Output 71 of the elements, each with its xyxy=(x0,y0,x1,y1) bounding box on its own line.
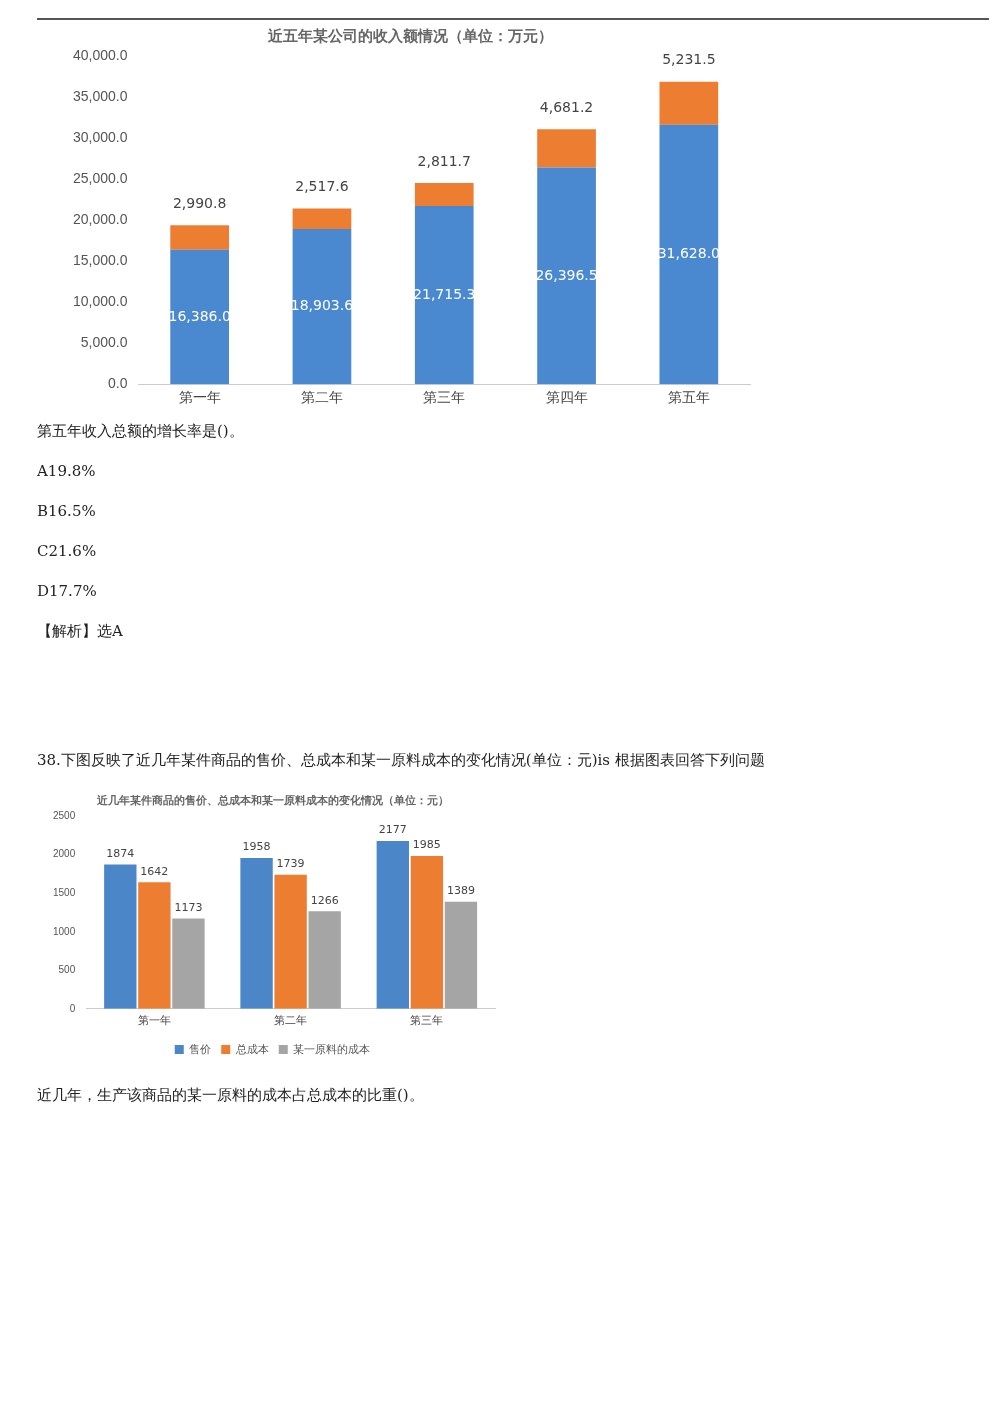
bar xyxy=(170,225,229,250)
text: 38.下图反映了近几年某件商品的售价、总成本和某一原料成本的变化情况(单位：元)is 根据图表回答下列问题 xyxy=(37,750,766,770)
bar xyxy=(292,229,352,385)
data-label: 1642 xyxy=(140,864,169,878)
chart-title: 近几年某件商品的售价、总成本和某一原料成本的变化情况（单位：元） xyxy=(95,794,449,808)
data-label: 2,990.8 xyxy=(172,194,227,211)
y-tick-label: 0 xyxy=(69,1002,76,1014)
x-tick-label: 第一年 xyxy=(137,1014,171,1027)
y-tick-label: 40,000.0 xyxy=(73,46,128,63)
y-tick-label: 5,000.0 xyxy=(80,334,128,351)
x-tick-label: 第四年 xyxy=(545,389,588,406)
bar xyxy=(170,249,229,385)
data-label: 1389 xyxy=(446,884,475,898)
bar xyxy=(414,206,474,385)
text: D17.7% xyxy=(37,581,98,601)
bar xyxy=(104,864,137,1009)
data-label: 5,231.5 xyxy=(662,51,716,68)
bar xyxy=(376,841,409,1009)
data-label: 2,517.6 xyxy=(295,178,349,195)
data-label: 2177 xyxy=(378,823,407,837)
y-tick-label: 15,000.0 xyxy=(73,251,128,268)
data-label: 1173 xyxy=(174,900,203,914)
data-label: 26,396.5 xyxy=(535,266,598,283)
y-tick-label: 10,000.0 xyxy=(73,293,128,310)
bar xyxy=(138,882,171,1009)
y-tick-label: 2000 xyxy=(53,848,76,860)
data-label: 2,811.7 xyxy=(417,152,471,169)
x-tick-label: 第一年 xyxy=(178,389,221,406)
bar xyxy=(308,911,341,1009)
y-tick-label: 30,000.0 xyxy=(73,128,128,145)
bar xyxy=(444,901,478,1009)
text: C21.6% xyxy=(37,541,98,561)
bar xyxy=(659,124,719,385)
data-label: 1958 xyxy=(242,840,271,854)
y-tick-label: 0.0 xyxy=(108,375,128,392)
text: 第五年收入总额的增长率是()。 xyxy=(37,421,245,441)
text: B16.5% xyxy=(37,501,97,521)
bar xyxy=(659,81,719,125)
bar xyxy=(414,182,474,207)
bar xyxy=(172,918,205,1009)
text: A19.8% xyxy=(37,461,97,481)
bar xyxy=(410,855,444,1009)
y-tick-label: 2500 xyxy=(53,809,76,821)
x-tick-label: 第二年 xyxy=(274,1014,308,1027)
x-tick-label: 第三年 xyxy=(410,1014,444,1027)
x-tick-label: 第三年 xyxy=(423,389,466,406)
bar xyxy=(240,857,273,1009)
y-tick-label: 1000 xyxy=(53,925,76,937)
data-label: 1739 xyxy=(276,857,305,871)
y-tick-label: 500 xyxy=(58,964,76,976)
text: 【解析】选A xyxy=(37,621,124,641)
bar xyxy=(274,874,307,1009)
bar xyxy=(537,129,596,168)
legend-label: 售价 xyxy=(189,1042,212,1055)
text: 近几年，生产该商品的某一原料的成本占总成本的比重()。 xyxy=(37,1085,425,1105)
x-tick-label: 第五年 xyxy=(667,389,710,406)
x-tick-label: 第二年 xyxy=(300,389,343,406)
bar xyxy=(537,167,596,385)
y-tick-label: 25,000.0 xyxy=(73,169,128,186)
y-tick-label: 1500 xyxy=(53,886,76,898)
legend-label: 某一原料的成本 xyxy=(293,1042,371,1055)
data-label: 1985 xyxy=(412,838,441,852)
data-label: 1266 xyxy=(310,893,339,907)
data-label: 16,386.0 xyxy=(168,307,231,324)
data-label: 4,681.2 xyxy=(539,98,594,115)
data-label: 1874 xyxy=(106,846,135,860)
y-tick-label: 20,000.0 xyxy=(73,210,128,227)
y-tick-label: 35,000.0 xyxy=(73,87,128,104)
chart-title: 近五年某公司的收入额情况（单位：万元） xyxy=(266,26,553,45)
legend-label: 总成本 xyxy=(234,1042,269,1055)
bar xyxy=(292,208,352,230)
